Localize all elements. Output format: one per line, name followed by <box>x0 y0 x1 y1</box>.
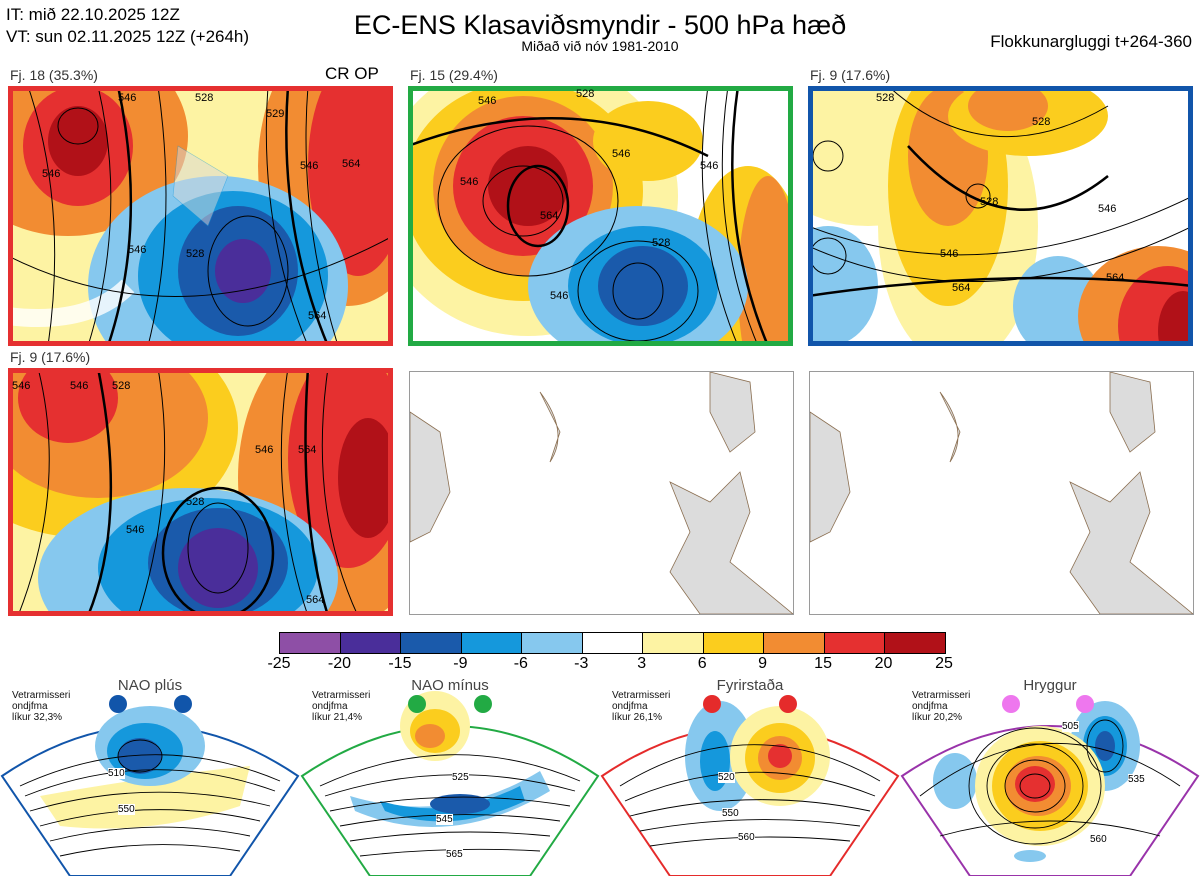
colorbar-tick: 20 <box>874 655 893 672</box>
issue-time: IT: mið 22.10.2025 12Z <box>6 5 180 24</box>
colorbar-tick: -9 <box>453 655 468 672</box>
colorbar-swatch <box>763 633 824 653</box>
regime-contour-label: 545 <box>436 814 453 825</box>
colorbar-tick: 3 <box>637 655 647 672</box>
regime-contour-label: 510 <box>108 768 125 779</box>
regime-contour-label: 550 <box>118 804 135 815</box>
colorbar-swatch <box>280 633 340 653</box>
regime-contour-label: 550 <box>722 808 739 819</box>
cluster-1-label: Fj. 18 (35.3%) <box>10 67 98 83</box>
colorbar-swatch <box>339 633 401 653</box>
regime-nao-plus: NAO plús Vetrarmisseri ondjfma líkur 32,… <box>0 677 300 876</box>
window-label: Flokkunargluggi t+264-360 <box>990 32 1192 51</box>
regime-title: Hryggur <box>1023 677 1077 694</box>
regime-note-line: líkur 20,2% <box>912 712 963 723</box>
regime-contour-label: 560 <box>738 832 755 843</box>
regime-title: NAO mínus <box>411 677 489 694</box>
regime-note: Vetrarmisseri ondjfma líkur 20,2% <box>912 690 970 723</box>
colorbar-tick: -6 <box>513 655 528 672</box>
cluster-1-map <box>8 86 393 346</box>
colorbar-swatch <box>884 633 946 653</box>
cluster-3-frame <box>808 86 1193 346</box>
regime-note-line: ondjfma <box>912 701 948 712</box>
regime-title: Fyrirstaða <box>716 677 784 694</box>
regime-note-line: líkur 21,4% <box>312 712 363 723</box>
colorbar-swatch <box>642 633 703 653</box>
colorbar-tick: 15 <box>814 655 832 672</box>
colorbar-swatch <box>823 633 885 653</box>
regime-note: Vetrarmisseri ondjfma líkur 32,3% <box>12 690 70 723</box>
regime-nao-minus: NAO mínus Vetrarmisseri ondjfma líkur 21… <box>300 677 600 876</box>
colorbar-tick: 25 <box>935 655 953 672</box>
regime-note-line: Vetrarmisseri <box>12 690 71 701</box>
colorbar-tick: 9 <box>758 655 768 672</box>
regime-contour-label: 520 <box>718 772 735 783</box>
empty-map-2 <box>809 371 1194 615</box>
cluster-2-map <box>408 86 793 346</box>
colorbar-ticks: -25 -20 -15 -9 -6 -3 3 6 9 15 20 25 <box>267 655 952 675</box>
cluster-3-label: Fj. 9 (17.6%) <box>810 67 891 83</box>
cluster-1-frame <box>8 86 393 346</box>
regime-note-line: ondjfma <box>12 701 48 712</box>
regime-note-line: Vetrarmisseri <box>312 690 371 701</box>
colorbar-swatch <box>400 633 461 653</box>
regime-blocking: Fyrirstaða Vetrarmisseri ondjfma líkur 2… <box>600 677 900 876</box>
cluster-2-label: Fj. 15 (29.4%) <box>410 67 498 83</box>
cluster-2-frame <box>408 86 793 346</box>
colorbar-swatch <box>581 633 643 653</box>
regime-ridge: Hryggur Vetrarmisseri ondjfma líkur 20,2… <box>900 677 1200 876</box>
valid-time: VT: sun 02.11.2025 12Z (+264h) <box>6 27 250 46</box>
colorbar-tick: 6 <box>697 655 707 672</box>
cluster-4-frame <box>8 368 393 616</box>
regime-note-line: Vetrarmisseri <box>612 690 671 701</box>
regime-note-line: ondjfma <box>612 701 648 712</box>
colorbar-tick: -15 <box>388 655 412 672</box>
regime-note: Vetrarmisseri ondjfma líkur 26,1% <box>612 690 670 723</box>
cluster-4-label: Fj. 9 (17.6%) <box>10 349 91 365</box>
colorbar-tick: -3 <box>574 655 589 672</box>
regime-note-line: ondjfma <box>312 701 348 712</box>
cluster-3-map <box>808 86 1193 346</box>
regime-note: Vetrarmisseri ondjfma líkur 21,4% <box>312 690 370 723</box>
regime-contour-label: 535 <box>1128 774 1145 785</box>
regime-contour-label: 560 <box>1090 834 1107 845</box>
colorbar-swatch <box>460 633 522 653</box>
regime-title: NAO plús <box>117 677 183 694</box>
regime-contour-label: 525 <box>452 772 469 783</box>
colorbar-swatch <box>521 633 582 653</box>
regime-note-line: líkur 32,3% <box>12 712 63 723</box>
regime-note-line: Vetrarmisseri <box>912 690 971 701</box>
colorbar-swatch <box>702 633 764 653</box>
cluster-4-map <box>8 368 393 616</box>
page-title: EC-ENS Klasaviðsmyndir - 500 hPa hæð <box>353 10 847 40</box>
colorbar-tick: -25 <box>267 655 291 672</box>
regime-contour-label: 505 <box>1062 721 1079 732</box>
colorbar <box>279 632 946 654</box>
colorbar-tick: -20 <box>327 655 352 672</box>
regime-note-line: líkur 26,1% <box>612 712 663 723</box>
empty-map-1 <box>409 371 794 615</box>
header-dates: IT: mið 22.10.2025 12Z VT: sun 02.11.202… <box>6 4 249 48</box>
cluster-1-tag: CR OP <box>325 64 379 83</box>
regime-contour-label: 565 <box>446 849 463 860</box>
page-subtitle: Miðað við nóv 1981-2010 <box>521 38 679 54</box>
